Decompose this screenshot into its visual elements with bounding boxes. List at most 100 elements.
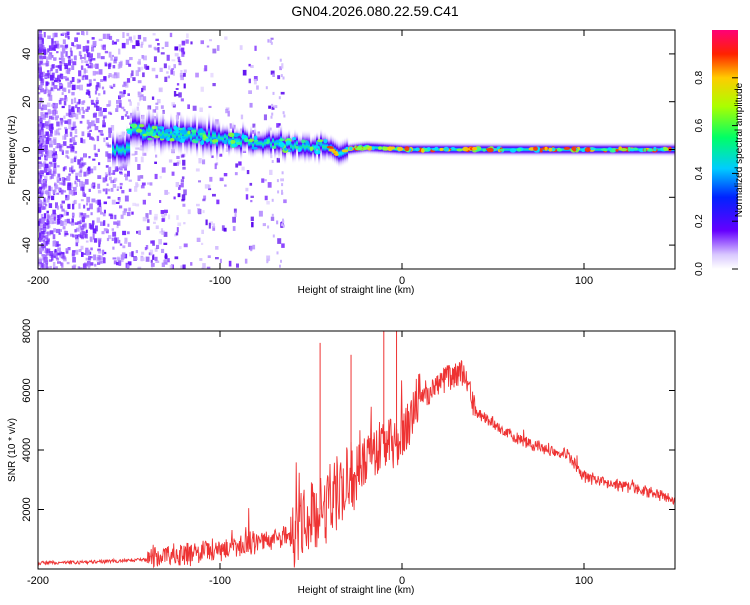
spectrogram-speckle: [91, 46, 95, 52]
spectrogram-speckle: [44, 241, 48, 246]
spectrogram-speckle: [86, 214, 90, 218]
spectrogram-speckle: [81, 184, 86, 189]
spectrogram-speckle: [137, 102, 140, 106]
spectrogram-peak: [143, 133, 147, 137]
spectrogram-peak: [309, 146, 314, 152]
spectrogram-speckle: [49, 176, 52, 180]
x-tick-label: 0: [399, 575, 405, 587]
spectrogram-speckle: [83, 267, 88, 269]
spectrogram-speckle: [98, 250, 102, 254]
spectrogram-speckle: [181, 47, 185, 53]
spectrogram-speckle: [160, 210, 164, 214]
spectrogram-speckle: [106, 188, 111, 192]
spectrogram-speckle: [180, 70, 183, 74]
spectrogram-speckle: [61, 262, 64, 268]
spectrogram-speckle: [121, 106, 125, 110]
spectrogram-speckle: [266, 255, 271, 261]
spectrogram-speckle: [142, 55, 147, 61]
spectrogram-speckle: [46, 220, 50, 225]
spectrogram-speckle: [263, 114, 267, 121]
spectrogram-speckle: [92, 220, 95, 225]
spectrogram-speckle: [64, 128, 68, 134]
spectrogram-speckle: [103, 90, 106, 95]
spectrogram-speckle: [63, 210, 68, 216]
spectrogram-speckle: [84, 262, 88, 267]
spectrogram-speckle: [77, 179, 81, 182]
spectrogram-speckle: [265, 86, 268, 90]
spectrogram-speckle: [80, 65, 84, 70]
spectrogram-speckle: [282, 218, 284, 222]
spectrogram-speckle: [128, 99, 131, 102]
spectrogram-speckle: [210, 72, 214, 78]
spectrogram-speckle: [242, 69, 247, 76]
spectrogram-speckle: [141, 182, 146, 186]
spectrogram-speckle: [70, 50, 73, 57]
spectrogram-band-column: [260, 130, 263, 157]
spectrogram-speckle: [43, 257, 48, 263]
spectrogram-band-column: [658, 141, 661, 158]
spectrogram-speckle: [258, 210, 263, 217]
spectrogram-peak: [544, 146, 548, 151]
spectrogram-speckle: [54, 213, 57, 219]
spectrogram-band-column: [232, 120, 235, 154]
spectrogram-peak: [190, 129, 197, 133]
spectrogram-speckle: [60, 44, 64, 48]
spectrogram-band-column: [322, 130, 325, 163]
spectrogram-speckle: [72, 61, 77, 66]
spectrogram-speckle: [85, 229, 88, 234]
spectrogram-speckle: [91, 44, 94, 48]
spectrogram-speckle: [87, 133, 91, 138]
spectrogram-speckle: [67, 60, 71, 66]
spectrogram-speckle: [196, 237, 201, 242]
y-tick-label: 20: [21, 96, 33, 108]
spectrogram-speckle: [92, 113, 97, 118]
spectrogram-speckle: [71, 91, 75, 96]
spectrogram-speckle: [48, 150, 52, 154]
spectrogram-speckle: [180, 265, 185, 269]
spectrogram-speckle: [102, 108, 107, 112]
spectrogram-speckle: [50, 55, 54, 58]
spectrogram-speckle: [73, 235, 77, 238]
spectrogram-speckle: [59, 97, 64, 101]
spectrogram-speckle: [175, 88, 179, 90]
spectrogram-speckle: [114, 166, 119, 172]
spectrogram-speckle: [43, 213, 47, 219]
spectrogram-speckle: [50, 110, 54, 114]
spectrogram-speckle: [100, 211, 103, 215]
colorbar-tick-label: 0.8: [694, 70, 705, 84]
snr-plot-area: [38, 331, 675, 569]
spectrogram-speckle: [57, 173, 61, 178]
spectrogram-speckle: [43, 104, 48, 110]
spectrogram-speckle: [282, 76, 285, 80]
spectrogram-peak: [129, 123, 136, 128]
spectrogram-speckle: [44, 121, 49, 127]
spectrogram-speckle: [87, 122, 92, 126]
spectrogram-speckle: [43, 199, 47, 206]
spectrogram-speckle: [65, 154, 69, 158]
spectrogram-speckle: [150, 240, 154, 244]
spectrogram-y-ticks: -40 -20 0 20 40: [21, 48, 675, 253]
spectrogram-band-column: [152, 109, 155, 151]
spectrogram-speckle: [38, 49, 42, 53]
spectrogram-speckle: [53, 85, 58, 90]
spectrogram-speckle: [128, 63, 132, 67]
spectrogram-speckle: [129, 252, 133, 257]
spectrogram-speckle: [101, 86, 105, 90]
spectrogram-speckle: [41, 150, 44, 156]
spectrogram-speckle: [57, 218, 60, 224]
spectrogram-speckle: [103, 115, 107, 119]
spectrogram-band-column: [126, 123, 129, 171]
spectrogram-speckle: [122, 84, 126, 88]
spectrogram-speckle: [55, 65, 59, 68]
spectrogram-speckle: [40, 235, 44, 240]
spectrogram-speckle: [192, 105, 197, 111]
spectrogram-speckle: [86, 126, 89, 130]
spectrogram-speckle: [61, 177, 65, 182]
spectrogram-speckle: [82, 74, 87, 78]
spectrogram-speckle: [105, 165, 109, 168]
spectrogram-speckle: [71, 126, 75, 131]
spectrogram-speckle: [59, 182, 63, 185]
spectrogram-band-column: [508, 141, 511, 158]
spectrogram-speckle: [138, 58, 141, 65]
spectrogram-speckle: [232, 226, 236, 231]
